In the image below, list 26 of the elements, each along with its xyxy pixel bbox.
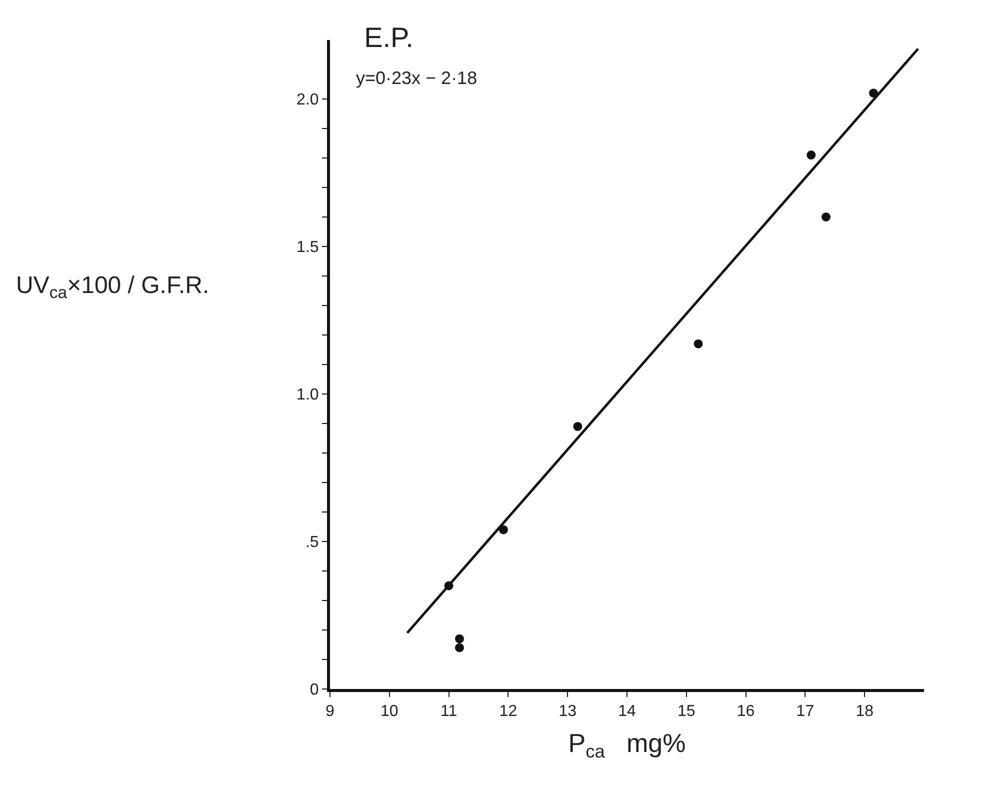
x-axis-title: P$_{ca}$ mg% [568,728,686,762]
y-tick-label: 2.0 [296,92,319,109]
x-tick-label: 10 [380,703,398,720]
point [573,422,582,431]
y-tick-label: 1.0 [296,386,319,404]
chart-title: E.P. [364,22,414,54]
point [454,643,464,652]
point [869,88,878,98]
point [694,339,703,348]
x-tick-label: 13 [558,703,577,720]
x-tick-label: 16 [736,703,755,720]
y-tick-label: .5 [305,534,319,552]
x-tick-label: 18 [856,703,874,720]
annotation: y=0·23x − 2·18 [356,68,478,88]
point [806,150,816,160]
x-tick-label: 14 [618,703,636,720]
x-tick-label: 15 [678,703,696,720]
y-tick-label: 0 [310,682,319,699]
point [454,634,464,644]
x-tick-label: 12 [499,703,518,720]
x-tick-label: 9 [326,703,335,720]
y-tick-label: 1.5 [296,239,319,256]
y-axis-title: UV$_{ca}$×100 / G.F.R. [16,272,210,302]
point [821,212,830,222]
x-tick-label: 11 [440,703,458,720]
x-tick-label: 17 [796,703,814,720]
